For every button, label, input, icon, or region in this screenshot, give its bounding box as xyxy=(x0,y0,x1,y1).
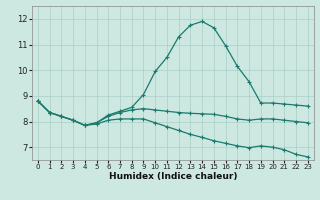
X-axis label: Humidex (Indice chaleur): Humidex (Indice chaleur) xyxy=(108,172,237,181)
